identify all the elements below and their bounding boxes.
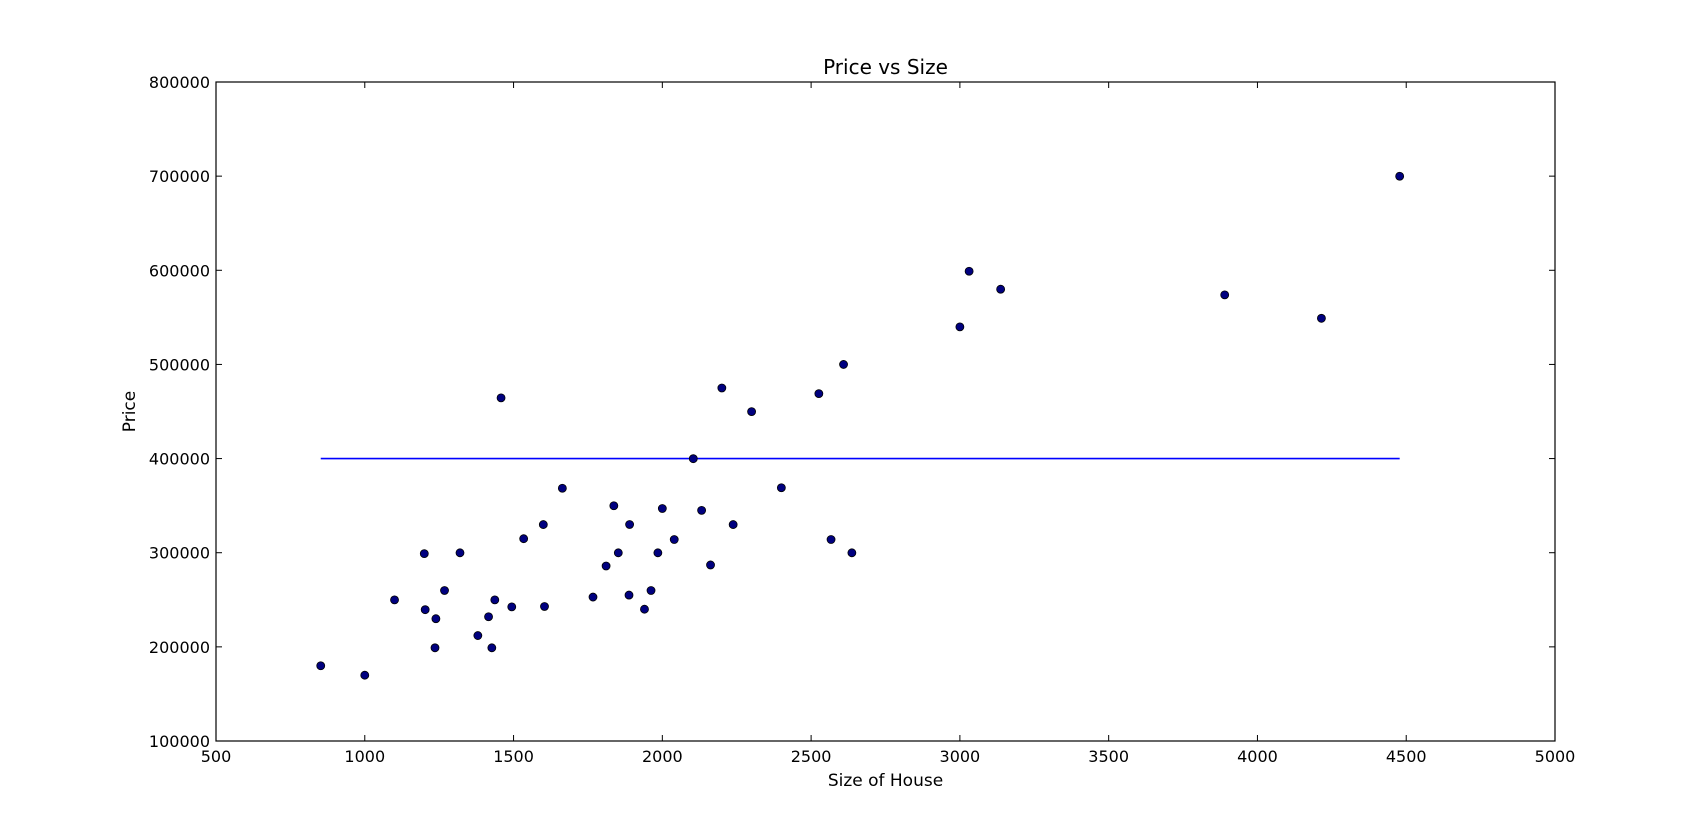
x-tick-label: 1000 <box>344 747 385 766</box>
chart-title: Price vs Size <box>823 55 948 79</box>
scatter-point <box>653 548 663 558</box>
scatter-point <box>747 407 756 416</box>
scatter-point <box>847 548 857 558</box>
scatter-point <box>640 604 649 614</box>
scatter-point <box>519 534 529 544</box>
x-axis-label: Size of House <box>828 771 943 791</box>
y-tick-label: 800000 <box>149 73 210 92</box>
scatter-point <box>455 548 465 558</box>
scatter-point <box>1317 313 1326 323</box>
x-tick-label: 4000 <box>1237 747 1278 766</box>
scatter-point <box>728 520 738 529</box>
scatter-point <box>420 605 430 615</box>
scatter-point <box>646 586 656 595</box>
scatter-point <box>964 266 974 276</box>
scatter-point <box>538 520 548 529</box>
scatter-point <box>657 504 667 513</box>
scatter-point <box>688 454 698 464</box>
y-tick-label: 200000 <box>149 638 210 657</box>
scatter-point <box>839 360 848 369</box>
y-tick-label: 600000 <box>149 261 210 280</box>
scatter-point <box>826 535 836 544</box>
y-tick-label: 100000 <box>149 732 210 751</box>
y-tick-label: 400000 <box>149 450 210 469</box>
scatter-point <box>473 631 483 640</box>
scatter-point <box>557 483 567 493</box>
x-tick-label: 3500 <box>1088 747 1129 766</box>
y-tick-label: 700000 <box>149 167 210 186</box>
scatter-point <box>613 548 623 558</box>
scatter-point <box>609 501 619 511</box>
ticks: 500 1000 1500 2000 2500 3000 3500 4000 4500 5000 1… <box>149 73 1575 766</box>
y-tick-label: 500000 <box>149 355 210 374</box>
scatter-point <box>776 483 786 493</box>
scatter-point <box>669 535 679 544</box>
scatter-point <box>706 560 715 570</box>
scatter-point <box>996 284 1006 294</box>
x-tick-label: 4500 <box>1386 747 1427 766</box>
x-tick-label: 2500 <box>791 747 832 766</box>
x-tick-label: 3000 <box>940 747 981 766</box>
scatter-point <box>484 612 493 622</box>
scatter-point <box>431 614 441 624</box>
scatter-point <box>1220 290 1230 300</box>
scatter-point <box>540 602 549 611</box>
scatter-point <box>390 595 399 605</box>
scatter-points <box>316 171 1405 680</box>
scatter-point <box>814 389 824 399</box>
x-tick-label: 5000 <box>1535 747 1576 766</box>
scatter-point <box>507 602 517 612</box>
plot-frame <box>215 81 1556 742</box>
y-tick-label: 300000 <box>149 544 210 563</box>
x-tick-label: 2000 <box>642 747 683 766</box>
scatter-point <box>487 643 497 653</box>
x-tick-label: 500 <box>201 747 232 766</box>
scatter-point <box>490 595 500 605</box>
scatter-point <box>440 586 449 595</box>
scatter-point <box>955 322 965 332</box>
scatter-point <box>717 383 727 393</box>
scatter-point <box>496 393 506 403</box>
scatter-point <box>601 561 611 571</box>
scatter-point <box>316 661 326 671</box>
scatter-point <box>697 505 707 515</box>
scatter-point <box>624 590 634 600</box>
scatter-point <box>625 520 635 529</box>
y-axis-label: Price <box>120 391 140 432</box>
scatter-point <box>430 643 440 653</box>
x-tick-label: 1500 <box>493 747 534 766</box>
scatter-point <box>588 592 598 602</box>
scatter-point <box>1395 171 1405 181</box>
scatter-point <box>360 670 370 680</box>
scatter-point <box>419 549 429 559</box>
